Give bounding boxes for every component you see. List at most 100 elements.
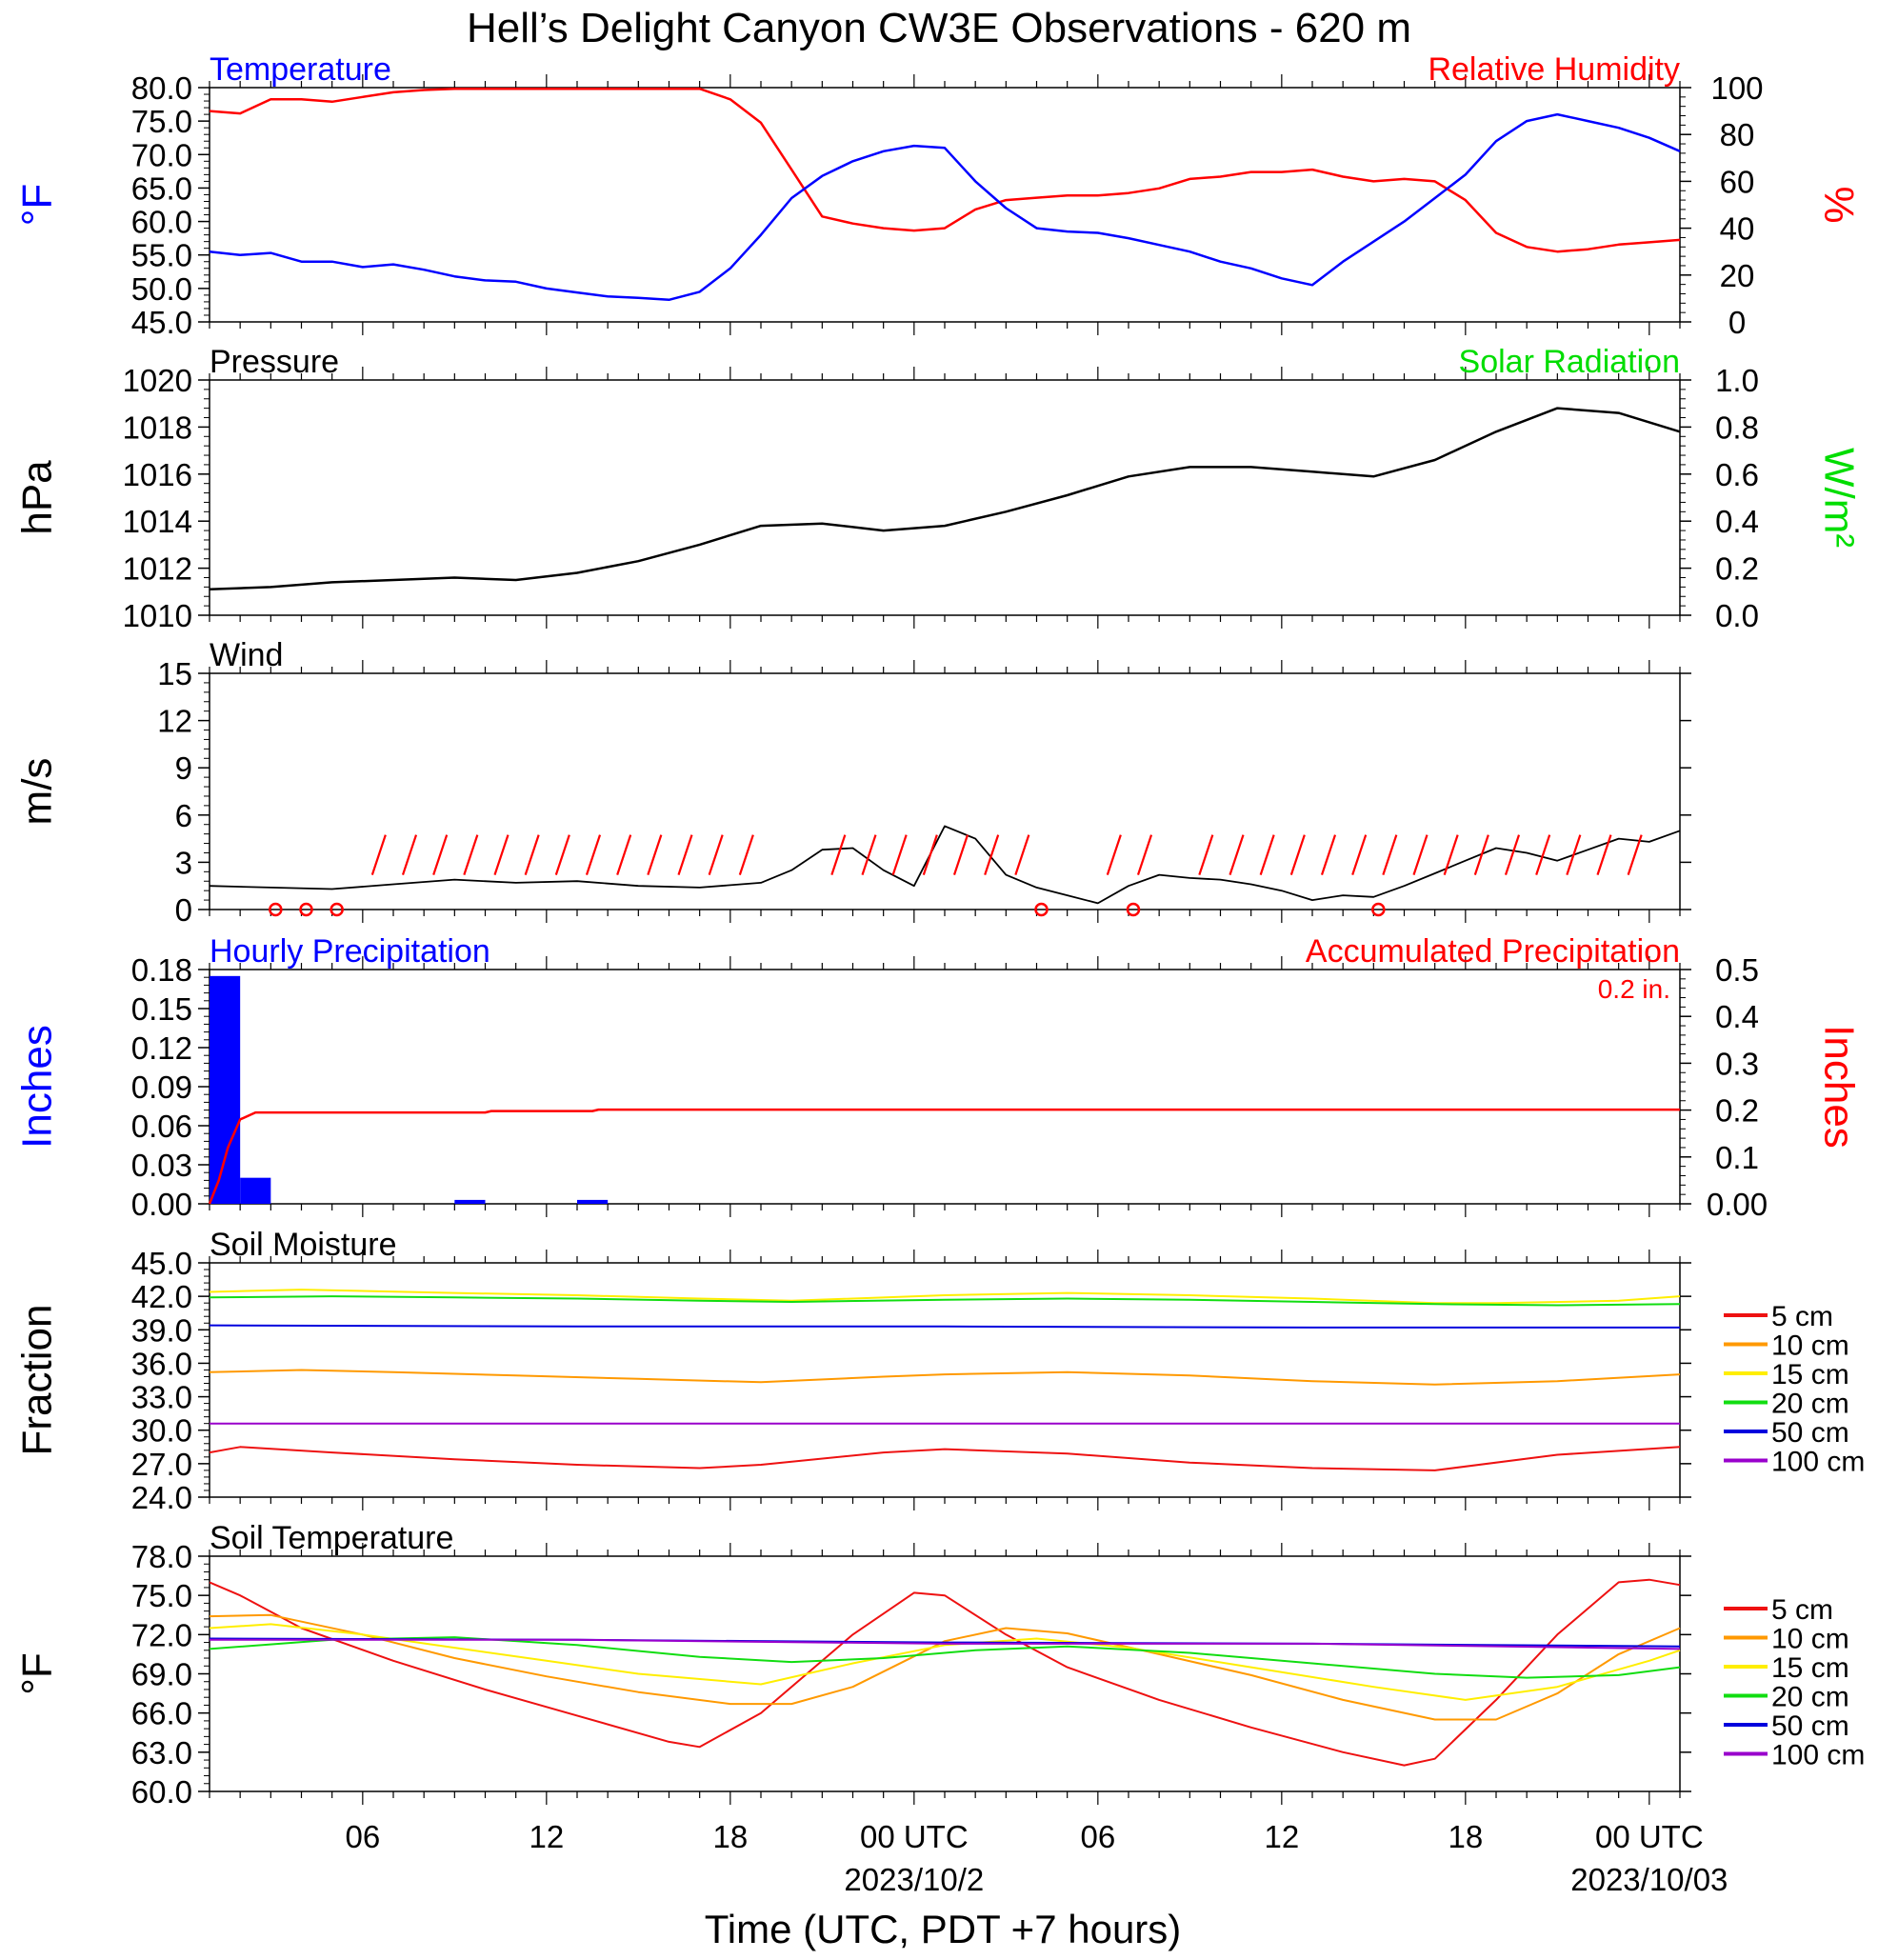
pressure-rtick-label: 0.2 — [1715, 551, 1759, 587]
soil-moisture-panel: 45.042.039.036.033.030.027.024.0 Soil Moi… — [14, 1227, 1866, 1515]
wind-barb — [1351, 834, 1368, 875]
wind-barb — [1289, 834, 1306, 875]
wind-barb — [1259, 834, 1275, 875]
soil-temp-legend-label: 100 cm — [1771, 1740, 1865, 1771]
temp-rh-left-title: Temperature — [210, 51, 391, 88]
pressure-ytick-label: 1012 — [123, 551, 192, 587]
soil-moisture-ytick-label: 30.0 — [131, 1413, 192, 1449]
soil-moisture-legend-label: 15 cm — [1771, 1359, 1849, 1390]
temp-rh-rtick-label: 20 — [1720, 258, 1755, 293]
calm-wind-marker — [1034, 902, 1049, 917]
humidity-series — [209, 87, 1681, 253]
pressure-rtick-label: 0.4 — [1715, 504, 1759, 539]
pressure-ytick-label: 1016 — [123, 457, 192, 492]
soil-moisture-left-title: Soil Moisture — [210, 1227, 397, 1263]
soil-moisture-series — [209, 1289, 1681, 1305]
wind-barb — [1566, 834, 1582, 875]
temp-rh-rtick-label: 0 — [1728, 305, 1746, 340]
soil-moisture-ytick-label: 45.0 — [131, 1246, 192, 1281]
soil-temp-legend-label: 5 cm — [1771, 1594, 1833, 1626]
calm-wind-marker — [330, 902, 344, 917]
temp-rh-left-unit: °F — [14, 184, 61, 226]
soil-temp-ytick-label: 75.0 — [131, 1578, 192, 1613]
x-axis-label: Time (UTC, PDT +7 hours) — [705, 1907, 1182, 1951]
wind-barb — [1014, 834, 1030, 875]
wind-ytick-label: 12 — [157, 704, 192, 739]
temp-rh-ytick-label: 50.0 — [131, 271, 192, 307]
temp-rh-ytick-label: 55.0 — [131, 238, 192, 273]
soil-temp-ytick-label: 66.0 — [131, 1696, 192, 1731]
wind-barb — [585, 834, 602, 875]
soil-temp-frame — [209, 1555, 1681, 1792]
hourly-precip-bar — [454, 1199, 486, 1204]
temp-rh-panel: 80.075.070.065.060.055.050.045.0 100 80 60 4… — [14, 51, 1863, 340]
wind-barb — [524, 834, 540, 875]
wind-barb — [432, 834, 449, 875]
wind-barb — [1382, 834, 1398, 875]
soil-moisture-legend-label: 5 cm — [1771, 1301, 1833, 1332]
pressure-panel: 1020 1018 1016 1014 1012 1010 1.0 0.8 0.6 0.4 0.2 0… — [14, 344, 1863, 633]
calm-wind-marker — [299, 902, 313, 917]
soil-temp-left-unit: °F — [14, 1652, 61, 1694]
wind-barb — [616, 834, 632, 875]
soil-moisture-series — [209, 1295, 1681, 1307]
soil-temp-series — [209, 1613, 1681, 1721]
x-tick-label: 18 — [1448, 1819, 1483, 1854]
soil-moisture-left-unit: Fraction — [14, 1305, 61, 1456]
accum-precip-series — [208, 1108, 1680, 1205]
temp-rh-ytick-label: 70.0 — [131, 137, 192, 172]
wind-barb — [647, 834, 663, 875]
precip-ytick-label: 0.06 — [131, 1109, 192, 1144]
temp-rh-ytick-label: 65.0 — [131, 170, 192, 206]
wind-barb — [463, 834, 479, 875]
hourly-precip-bar — [577, 1199, 609, 1204]
wind-barb — [1229, 834, 1245, 875]
wind-ytick-label: 0 — [175, 892, 192, 928]
soil-temp-ytick-label: 69.0 — [131, 1657, 192, 1692]
wind-barb — [1535, 834, 1551, 875]
x-tick-label: 06 — [1080, 1819, 1115, 1854]
wind-barb — [922, 834, 938, 875]
x-tick-label: 12 — [529, 1819, 564, 1854]
temp-rh-ytick-label: 75.0 — [131, 104, 192, 139]
wind-barb — [738, 834, 754, 875]
pressure-ytick-label: 1020 — [123, 363, 192, 398]
wind-barb — [1136, 834, 1153, 875]
pressure-rtick-label: 0.8 — [1715, 410, 1759, 445]
wind-ytick-label: 3 — [175, 845, 192, 880]
precip-rtick-label: 0.4 — [1715, 999, 1759, 1034]
temp-rh-rtick-label: 80 — [1720, 117, 1755, 152]
wind-barb — [677, 834, 693, 875]
chart-title: Hell’s Delight Canyon CW3E Observations … — [467, 5, 1411, 51]
precip-right-title: Accumulated Precipitation — [1306, 933, 1680, 970]
wind-barb — [493, 834, 509, 875]
pressure-ytick-label: 1018 — [123, 410, 192, 445]
precip-left-unit: Inches — [14, 1025, 61, 1149]
wind-barb — [370, 834, 387, 875]
soil-temp-ytick-label: 78.0 — [131, 1539, 192, 1574]
temp-rh-ytick-label: 60.0 — [131, 205, 192, 240]
precip-ytick-label: 0.00 — [131, 1187, 192, 1222]
temp-rh-rtick-label: 40 — [1720, 211, 1755, 247]
pressure-left-title: Pressure — [210, 344, 339, 380]
wind-barb — [1473, 834, 1489, 875]
hourly-precip-bar — [240, 1177, 271, 1204]
soil-moisture-ytick-label: 33.0 — [131, 1380, 192, 1415]
temp-rh-ytick-label: 80.0 — [131, 70, 192, 106]
x-tick-label: 18 — [712, 1819, 748, 1854]
soil-moisture-legend-label: 10 cm — [1771, 1330, 1849, 1362]
pressure-series — [209, 407, 1681, 591]
x-tick-label: 06 — [345, 1819, 380, 1854]
soil-temp-left-title: Soil Temperature — [210, 1520, 453, 1556]
soil-temp-series — [209, 1578, 1681, 1767]
wind-frame — [209, 672, 1681, 910]
soil-temp-legend-label: 10 cm — [1771, 1624, 1849, 1655]
soil-moisture-ytick-label: 27.0 — [131, 1447, 192, 1482]
pressure-ytick-label: 1014 — [123, 504, 192, 539]
precip-rtick-label: 0.3 — [1715, 1046, 1759, 1081]
soil-moisture-series — [209, 1369, 1681, 1386]
wind-barb — [554, 834, 570, 875]
precip-ytick-label: 0.18 — [131, 952, 192, 988]
temp-rh-right-unit: % — [1815, 186, 1862, 223]
precip-frame — [209, 969, 1681, 1205]
